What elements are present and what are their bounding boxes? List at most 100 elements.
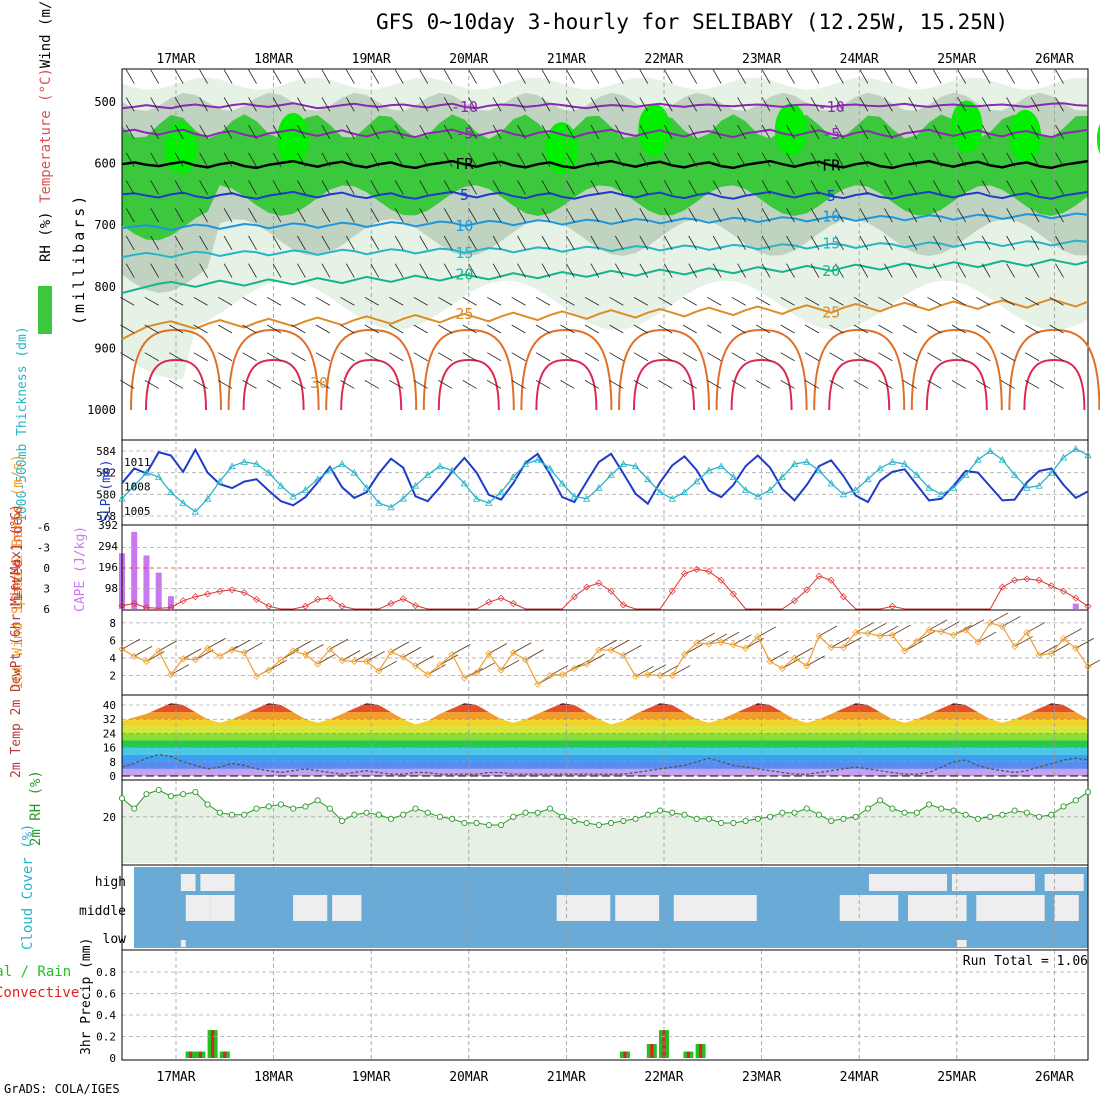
thickness-line	[121, 448, 1089, 513]
wind-barb	[541, 124, 551, 140]
wind-barb	[394, 263, 404, 278]
run-total-label: Run Total = 1.06	[963, 954, 1088, 969]
warm-cell-30	[325, 328, 418, 411]
wind-barb	[884, 235, 893, 251]
wind-barb	[878, 380, 893, 389]
wind-barb	[413, 296, 428, 306]
wind-barb	[1049, 296, 1064, 306]
wind-barb	[248, 263, 257, 278]
wind-barb	[517, 69, 526, 84]
wind-speed-marker	[375, 667, 383, 675]
wind-speed-marker	[937, 628, 945, 636]
wind-barb	[223, 235, 233, 251]
wind-speed-marker	[460, 674, 468, 682]
wind-tick-label: 2	[109, 669, 116, 682]
wind-barb	[957, 97, 967, 112]
wind-barb	[443, 69, 453, 84]
rh-marker	[1011, 807, 1018, 814]
wind-speed-marker	[729, 641, 737, 649]
surface-wind-barb	[158, 640, 177, 652]
wind-barb	[535, 352, 551, 362]
wind-barb	[1049, 380, 1064, 389]
isotherm-label: 15	[455, 244, 473, 262]
isotherm-line	[121, 298, 1089, 341]
wind-speed-marker	[448, 650, 456, 658]
wind-barb	[835, 208, 844, 223]
wind-barb	[639, 69, 649, 84]
wind-barb	[345, 152, 355, 167]
wind-barb	[535, 324, 551, 334]
wind-barb	[174, 124, 184, 140]
lifted-index-marker	[693, 565, 701, 573]
wind-barb	[1030, 124, 1040, 140]
wind-speed-marker	[949, 631, 958, 639]
wind-barb	[663, 69, 673, 84]
wind-barb	[712, 124, 722, 140]
wind-barb	[712, 180, 722, 195]
warm-cell-35	[925, 358, 988, 411]
wind-barb	[688, 235, 698, 251]
wind-barb	[932, 208, 942, 223]
wind-barb	[193, 324, 208, 334]
day-label-top: 24MAR	[840, 52, 879, 67]
rh-marker	[950, 807, 957, 814]
wind-tick-label: 6	[109, 634, 116, 647]
wind-barb	[272, 180, 282, 195]
rh-marker	[253, 805, 260, 812]
wind-barb	[853, 324, 869, 334]
surface-wind-barb	[769, 651, 789, 662]
wind-barb	[125, 152, 135, 167]
wind-barb	[394, 69, 404, 84]
wind-barb	[804, 324, 820, 334]
wind-barb	[468, 208, 477, 223]
thickness-tick-label: 584	[96, 445, 116, 458]
wind-speed-marker	[167, 671, 175, 679]
rh-marker	[559, 813, 566, 820]
thickness-marker	[240, 457, 248, 465]
rh-marker	[314, 797, 321, 804]
wind-barb	[315, 296, 331, 306]
slp-line	[121, 447, 1089, 507]
wind-barb	[272, 208, 282, 223]
wind-speed-marker	[558, 671, 566, 679]
wind-speed-marker	[191, 656, 199, 664]
thickness-marker	[534, 455, 542, 463]
wind-barb	[835, 263, 844, 278]
wind-barb	[492, 124, 502, 140]
li-ylabel: Lifted Index	[10, 509, 26, 610]
wind-barb	[1030, 235, 1040, 251]
wind-speed-marker	[1035, 651, 1043, 659]
isotherm-line	[121, 159, 1089, 170]
warm-cell-30	[910, 328, 1003, 411]
wind-barb	[223, 124, 233, 140]
rh-marker	[143, 791, 150, 798]
wind-barb	[1006, 235, 1015, 251]
isotherm-line	[121, 258, 1089, 294]
temp-tick-label: 0	[109, 770, 116, 783]
wind-barb	[712, 208, 722, 223]
rh-marker	[498, 821, 505, 829]
rh-marker	[339, 817, 346, 824]
wind-barb	[248, 235, 257, 251]
wind-barb	[1024, 380, 1040, 389]
thickness-marker	[717, 462, 725, 470]
temp-band	[122, 733, 1088, 741]
precip-bar-convective	[623, 1051, 627, 1058]
wind-barb	[1049, 352, 1064, 362]
lifted-index-marker	[130, 600, 138, 608]
rh-marker	[632, 815, 639, 822]
wind-barb	[174, 208, 184, 223]
wind-barb	[878, 296, 893, 306]
lifted-index-marker	[791, 597, 799, 605]
warm-cell-30	[1008, 328, 1100, 411]
wind-speed-marker	[265, 666, 273, 674]
surface-wind-barb	[720, 631, 740, 643]
wind-barb	[786, 180, 795, 195]
thickness-marker	[876, 464, 884, 472]
thickness-marker	[472, 494, 481, 502]
rh-marker	[803, 805, 810, 812]
wind-speed-marker	[155, 647, 163, 655]
wind-speed-line	[121, 622, 1089, 686]
surface-wind-barb	[610, 639, 630, 651]
wind-speed-marker	[962, 626, 970, 634]
